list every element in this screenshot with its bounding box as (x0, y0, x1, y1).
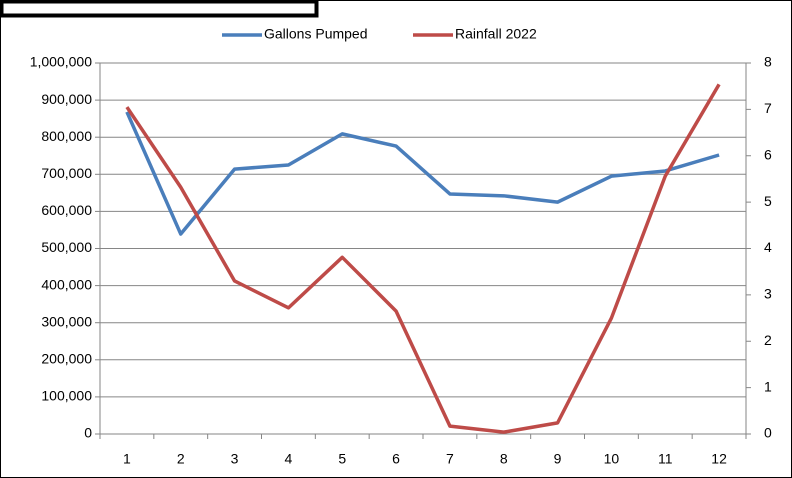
series-line (125, 83, 721, 434)
y2-tick-label: 0 (764, 425, 772, 441)
y-tick-label: 200,000 (41, 351, 92, 367)
x-tick-label: 3 (231, 451, 239, 467)
y-tick-label: 500,000 (41, 239, 92, 255)
x-tick-label: 9 (554, 451, 562, 467)
y2-tick-label: 5 (764, 193, 772, 209)
y2-tick-label: 7 (764, 100, 772, 116)
y-tick-label: 600,000 (41, 202, 92, 218)
x-tick-label: 6 (392, 451, 400, 467)
y-tick-label: 300,000 (41, 313, 92, 329)
y-tick-label: 800,000 (41, 128, 92, 144)
x-tick-label: 8 (500, 451, 508, 467)
y-tick-label: 400,000 (41, 276, 92, 292)
x-tick-label: 4 (285, 451, 293, 467)
x-tick-label: 10 (604, 451, 620, 467)
text-box-inner (2, 2, 316, 15)
y2-tick-label: 1 (764, 378, 772, 394)
y-tick-label: 0 (84, 425, 92, 441)
x-tick-label: 7 (446, 451, 454, 467)
y-tick-label: 900,000 (41, 91, 92, 107)
legend-label: Rainfall 2022 (455, 26, 537, 42)
x-tick-label: 5 (338, 451, 346, 467)
y2-tick-label: 4 (764, 239, 772, 255)
y-tick-label: 100,000 (41, 388, 92, 404)
series-line (125, 111, 720, 236)
legend-label: Gallons Pumped (264, 26, 368, 42)
x-tick-label: 2 (177, 451, 185, 467)
x-tick-label: 12 (711, 451, 727, 467)
x-tick-label: 11 (658, 451, 673, 467)
y-tick-label: 700,000 (41, 165, 92, 181)
y2-tick-label: 8 (764, 54, 772, 70)
x-tick-label: 1 (123, 451, 131, 467)
y2-tick-label: 2 (764, 332, 772, 348)
y-tick-label: 1,000,000 (30, 54, 92, 70)
y2-tick-label: 6 (764, 146, 772, 162)
y2-tick-label: 3 (764, 286, 772, 302)
